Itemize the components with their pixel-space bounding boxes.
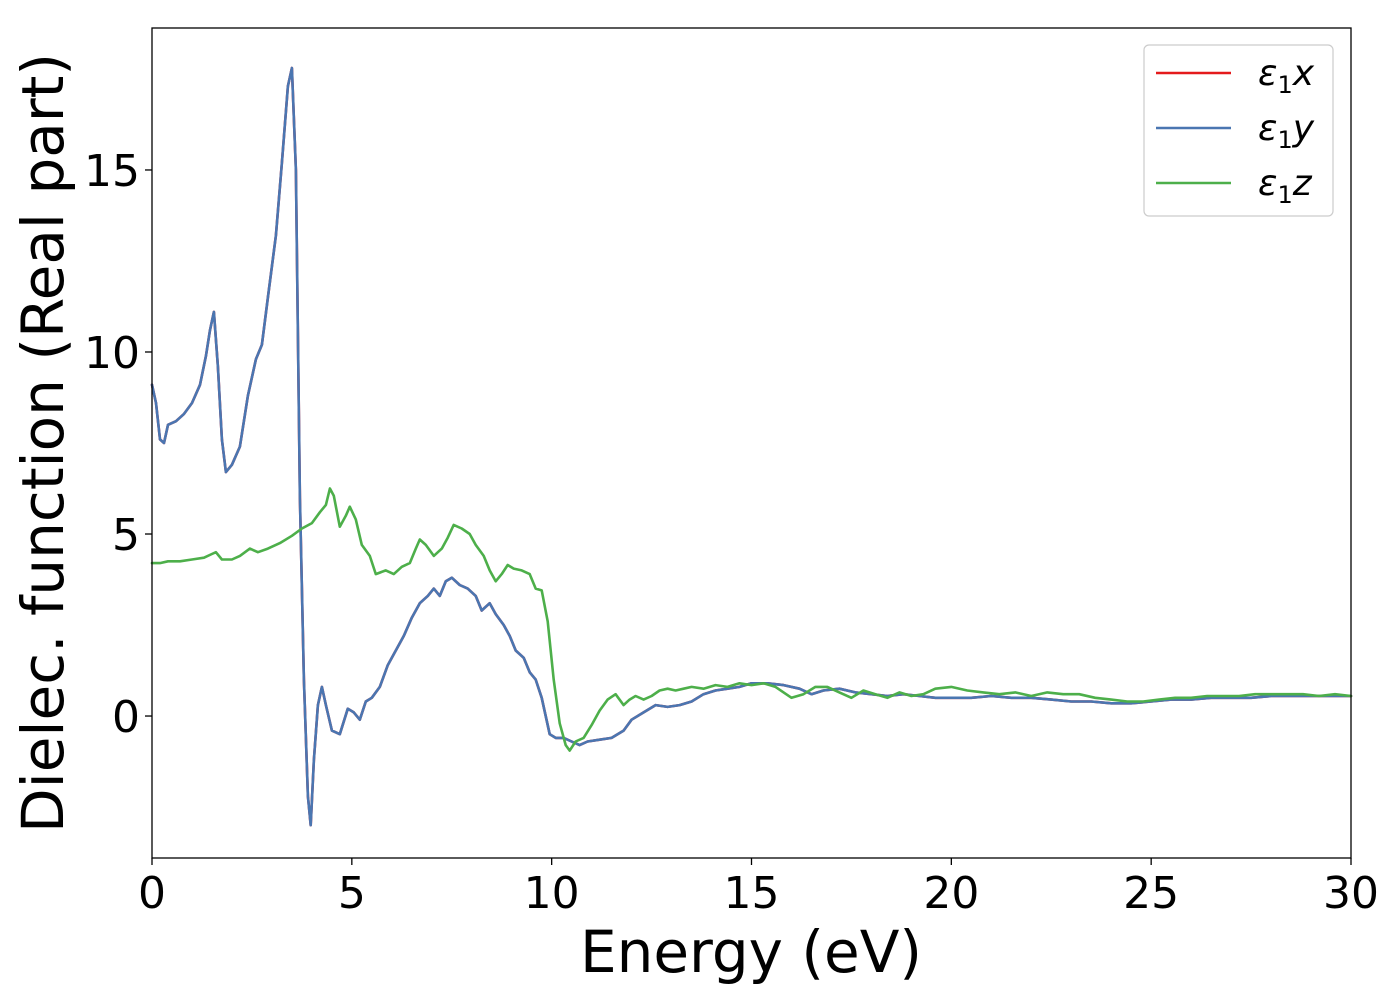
x-axis-label: Energy (eV) [580, 918, 922, 986]
legend-label-subscript: 1 [1277, 71, 1292, 99]
legend-label-x: ε1x [1258, 53, 1315, 99]
legend-label-subscript: 1 [1277, 181, 1292, 209]
x-tick-label: 5 [338, 868, 366, 919]
legend-label-subscript: 1 [1277, 126, 1292, 154]
legend-label-z: ε1z [1258, 163, 1313, 209]
legend-label-base: ε [1258, 108, 1277, 149]
x-tick-label: 10 [524, 868, 580, 919]
y-tick-label: 15 [84, 146, 140, 197]
y-axis-label: Dielec. function (Real part) [9, 53, 77, 833]
x-tick-label: 30 [1323, 868, 1379, 919]
series-line-y [150, 66, 1353, 827]
y-tick-label: 0 [112, 692, 140, 743]
x-tick-label: 20 [923, 868, 979, 919]
x-tick-label: 0 [138, 868, 166, 919]
legend-label-variable: z [1292, 163, 1313, 204]
legend-frame [1143, 44, 1334, 217]
x-axis: 0 5 10 15 20 25 30 [138, 858, 1379, 919]
y-tick-label: 5 [112, 510, 140, 561]
x-tick-label: 15 [724, 868, 780, 919]
legend-label-base: ε [1258, 163, 1277, 204]
x-tick-label: 25 [1123, 868, 1179, 919]
series-line-z [150, 487, 1353, 752]
legend-label-y: ε1y [1258, 108, 1315, 154]
y-axis: 0 5 10 15 [84, 146, 152, 743]
legend-label-variable: y [1292, 108, 1315, 149]
legend-label-base: ε [1258, 53, 1277, 94]
legend-label-variable: x [1292, 53, 1315, 94]
y-tick-label: 10 [84, 328, 140, 379]
series-layer [150, 66, 1353, 827]
